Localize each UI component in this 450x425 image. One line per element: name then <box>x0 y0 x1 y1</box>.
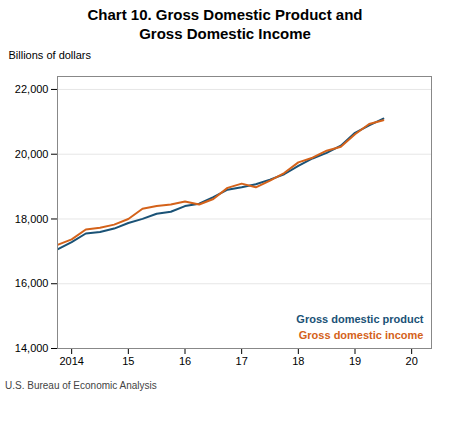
svg-text:14,000: 14,000 <box>15 342 49 354</box>
html-text:Chart 10. Gross Domestic Produ: Chart 10. Gross Domestic Product and Gro… <box>87 6 363 42</box>
svg-text:Gross domestic income: Gross domestic income <box>299 328 424 340</box>
svg-text:15: 15 <box>122 355 134 367</box>
svg-text:2014: 2014 <box>59 355 83 367</box>
svg-text:16: 16 <box>179 355 191 367</box>
svg-text:19: 19 <box>349 355 361 367</box>
svg-text:Billions of dollars: Billions of dollars <box>9 49 92 61</box>
svg-text:16,000: 16,000 <box>15 277 49 289</box>
html-text:U.S. Bureau of Economic Analys: U.S. Bureau of Economic Analysis <box>5 379 157 391</box>
svg-text:20,000: 20,000 <box>15 147 49 159</box>
svg-text:18,000: 18,000 <box>15 212 49 224</box>
svg-text:22,000: 22,000 <box>15 82 49 94</box>
svg-text:17: 17 <box>236 355 248 367</box>
svg-text:Gross domestic product: Gross domestic product <box>296 312 423 324</box>
svg-text:18: 18 <box>292 355 304 367</box>
svg-text:20: 20 <box>406 355 418 367</box>
